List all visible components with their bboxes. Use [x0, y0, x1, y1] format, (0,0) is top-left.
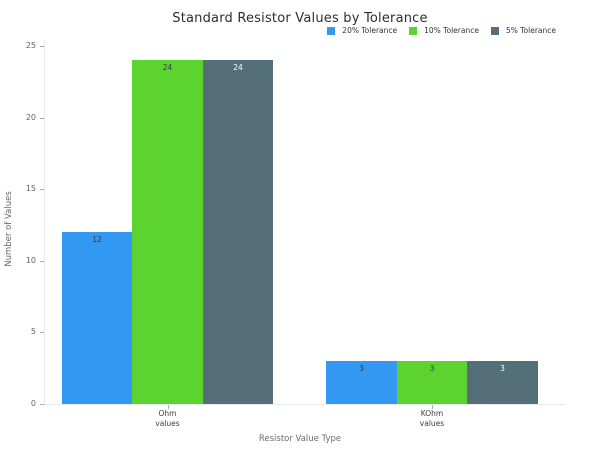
legend-item: 5% Tolerance	[490, 26, 556, 35]
bar-value-label: 3	[429, 364, 435, 374]
bar: 24	[132, 60, 203, 404]
bar-value-label: 3	[500, 364, 505, 374]
y-tick-label: 25	[25, 41, 36, 50]
bar: 3	[396, 361, 468, 404]
x-tick-label: KOhm values	[419, 409, 445, 428]
x-tick-mark	[432, 405, 433, 409]
bar-value-label: 24	[233, 63, 243, 73]
y-tick-label: 10	[25, 255, 36, 265]
chart-title: Standard Resistor Values by Tolerance	[172, 11, 428, 26]
x-axis-label: Resistor Value Type	[258, 434, 342, 444]
bar: 12	[61, 232, 133, 404]
y-tick-mark	[40, 117, 44, 119]
y-tick-mark	[40, 404, 44, 405]
x-axis-line	[44, 404, 566, 405]
legend-swatch-icon	[490, 26, 499, 35]
legend-item-label: 20% Tolerance	[342, 26, 398, 35]
y-tick-mark	[40, 260, 44, 262]
legend: 20% Tolerance 10% Tolerance 5% Tolerance	[327, 26, 556, 35]
bar-value-label: 24	[162, 63, 173, 73]
y-tick-mark	[40, 189, 44, 191]
y-tick-label: 5	[30, 327, 36, 337]
x-tick-mark	[167, 405, 169, 409]
y-tick-mark	[40, 46, 44, 47]
legend-swatch-icon	[327, 26, 336, 35]
legend-item: 10% Tolerance	[409, 26, 479, 35]
y-tick-label: 20	[25, 112, 36, 122]
y-tick-label: 0	[30, 399, 36, 408]
legend-item: 20% Tolerance	[327, 26, 397, 35]
y-tick-label: 15	[25, 184, 36, 194]
bar: 24	[202, 60, 274, 404]
x-tick-label: Ohm values	[155, 409, 180, 428]
legend-item-label: 10% Tolerance	[424, 26, 479, 35]
y-tick-mark	[40, 332, 44, 334]
legend-item-label: 5% Tolerance	[505, 26, 556, 35]
bar: 3	[326, 361, 397, 404]
y-axis-line	[44, 40, 45, 405]
bar: 3	[467, 361, 538, 404]
bar-value-label: 3	[359, 364, 364, 374]
bar-value-label: 12	[92, 235, 102, 245]
legend-swatch-icon	[409, 26, 418, 35]
